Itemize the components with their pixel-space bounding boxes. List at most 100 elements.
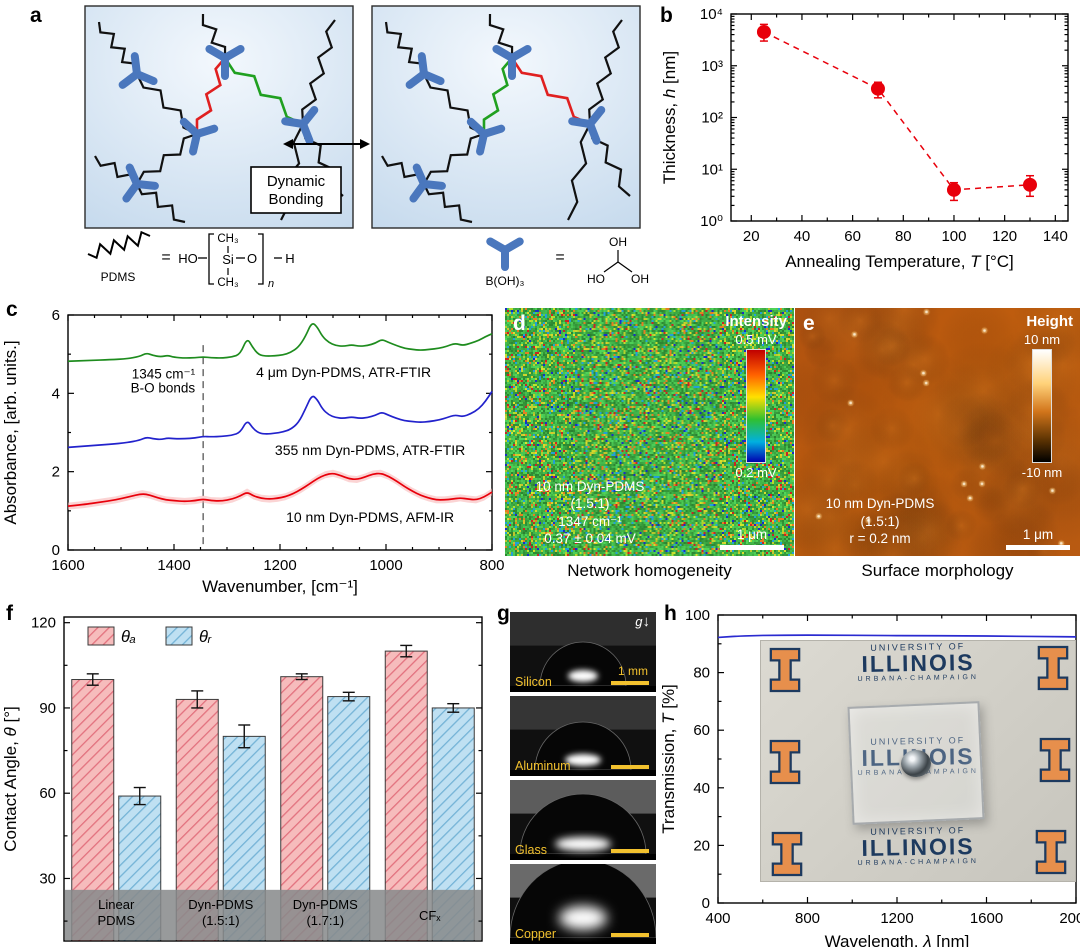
block-i-logo-icon [768,646,802,694]
thickness-point [757,25,771,39]
svg-text:60: 60 [693,722,710,739]
svg-text:Linear: Linear [98,897,135,912]
svg-text:60: 60 [844,228,861,245]
svg-text:Transmission, T [%]: Transmission, T [%] [659,684,678,834]
sample-annotation: 10 nm Dyn-PDMS (1.5:1) r = 0.2 nm [799,495,961,548]
svg-text:B-O bonds: B-O bonds [131,381,196,396]
scale-bar-line [611,933,649,937]
caption-surface-morphology: Surface morphology [795,561,1080,581]
svg-text:2000: 2000 [1059,910,1080,927]
legend: θₐ θᵣ [88,627,212,646]
annotation-line: 10 nm Dyn-PDMS [509,478,671,496]
spectrum-label: 4 μm Dyn-PDMS, ATR-FTIR [256,364,431,380]
annotation-line: 0.37 ± 0.04 mV [509,530,671,548]
svg-text:400: 400 [705,910,730,927]
svg-text:(1.7:1): (1.7:1) [306,913,344,928]
svg-text:PDMS: PDMS [101,270,136,284]
svg-text:80: 80 [693,665,710,682]
down-arrow-icon: ↓ [643,613,651,630]
thickness-point [947,183,961,197]
svg-text:1600: 1600 [51,557,84,574]
svg-text:O: O [247,251,257,266]
scale-bar-line [611,765,649,769]
scale-bar-line [1006,545,1070,550]
droplet-image-glass: Glass [510,780,656,860]
substrate-label: Aluminum [515,759,571,773]
svg-text:CH₃: CH₃ [217,277,239,289]
spectrum-line [68,324,492,361]
figure: a b c f g h Dynamic Bonding PDMS = HO CH₃ Si CH… [0,0,1080,947]
svg-text:1200: 1200 [263,557,296,574]
svg-text:1400: 1400 [157,557,190,574]
panel-label-h: h [664,602,677,626]
transmission-line [718,635,1076,637]
transparent-film-sample [847,701,984,825]
gravity-label: g [635,614,642,629]
svg-text:=: = [555,249,564,266]
svg-text:HO: HO [178,251,198,266]
svg-text:10²: 10² [701,110,723,127]
svg-text:1600: 1600 [970,910,1003,927]
colorbar-gradient [1032,349,1052,463]
svg-text:Annealing Temperature, T [°C]: Annealing Temperature, T [°C] [785,252,1014,271]
svg-text:Wavelength, λ [nm]: Wavelength, λ [nm] [825,932,970,947]
sample-annotation: 10 nm Dyn-PDMS (1.5:1) 1347 cm⁻¹ 0.37 ± … [509,478,671,548]
transparency-photo: UNIVERSITY OF ILLINOIS URBANA-CHAMPAIGN … [760,640,1076,882]
svg-text:140: 140 [1043,228,1068,245]
svg-text:n: n [268,278,274,290]
scale-bar-line [611,849,649,853]
droplet-image-copper: Copper [510,864,656,944]
transmission-panel: 400800120016002000020406080100Wavelength… [660,600,1080,947]
svg-text:Contact Angle, θ [°]: Contact Angle, θ [°] [1,706,20,852]
annotation-line: (1.5:1) [799,513,961,531]
panel-label-e: e [803,312,815,336]
urbana-champaign-text: URBANA-CHAMPAIGN [837,674,999,684]
svg-text:Thickness, h [nm]: Thickness, h [nm] [660,51,679,184]
scale-bar-line [611,681,649,685]
block-i-logo-icon [768,738,802,786]
chart-contact-angles: LinearPDMSDyn-PDMS(1.5:1)Dyn-PDMS(1.7:1)… [0,600,492,947]
svg-text:Si: Si [222,252,234,267]
block-i-logo-icon [1038,736,1072,784]
svg-text:80: 80 [895,228,912,245]
svg-text:1345 cm⁻¹: 1345 cm⁻¹ [132,366,196,381]
svg-text:CFₓ: CFₓ [419,908,441,923]
svg-text:120: 120 [31,615,56,632]
svg-text:10³: 10³ [701,58,723,75]
svg-text:1000: 1000 [369,557,402,574]
afm-ir-intensity-map: d Intensity 0.5 mV 0.2 mV 10 nm Dyn-PDMS… [505,308,794,556]
svg-text:2: 2 [52,464,60,481]
colorbar-min-label: -10 nm [1009,465,1075,480]
chart-ftir-spectra: 1600 1400 1200 1000 800 0 2 4 6 Wavenumber, [cm⁻¹… [0,296,505,596]
svg-text:10⁴: 10⁴ [700,6,723,23]
svg-text:30: 30 [39,870,56,887]
scale-bar-label: 1 mm [618,664,648,678]
block-i-logo-icon [1034,828,1068,876]
svg-text:800: 800 [795,910,820,927]
university-wordmark: UNIVERSITY OF ILLINOIS URBANA-CHAMPAIGN [837,641,1000,684]
water-droplet [900,749,931,777]
svg-text:(1.5:1): (1.5:1) [202,913,240,928]
svg-text:0: 0 [702,895,710,912]
intensity-colorbar: Intensity 0.5 mV 0.2 mV [723,313,789,482]
colorbar-min-label: 0.2 mV [723,465,789,480]
colorbar-title: Height [1009,313,1075,330]
svg-text:120: 120 [992,228,1017,245]
droplet-image-silicon: g↓ 1 mm Silicon [510,612,656,692]
svg-text:40: 40 [693,780,710,797]
svg-text:60: 60 [39,785,56,802]
thickness-line [764,32,1030,190]
substrate-label: Copper [515,927,556,941]
scale-bar-label: 1 μm [1006,527,1070,542]
svg-text:Dyn-PDMS: Dyn-PDMS [188,897,253,912]
svg-text:Absorbance, [arb. units.]: Absorbance, [arb. units.] [1,340,20,524]
svg-text:1200: 1200 [880,910,913,927]
droplet-photo-column: g↓ 1 mm Silicon Aluminum Glass Copper [494,600,662,947]
svg-text:Bonding: Bonding [268,191,323,208]
annotation-line: r = 0.2 nm [799,530,961,548]
thickness-point [871,82,885,96]
svg-text:Wavenumber, [cm⁻¹]: Wavenumber, [cm⁻¹] [202,577,358,596]
panel-label-b: b [660,4,673,28]
annotation-line: 1347 cm⁻¹ [509,513,671,531]
svg-text:θᵣ: θᵣ [199,628,212,646]
